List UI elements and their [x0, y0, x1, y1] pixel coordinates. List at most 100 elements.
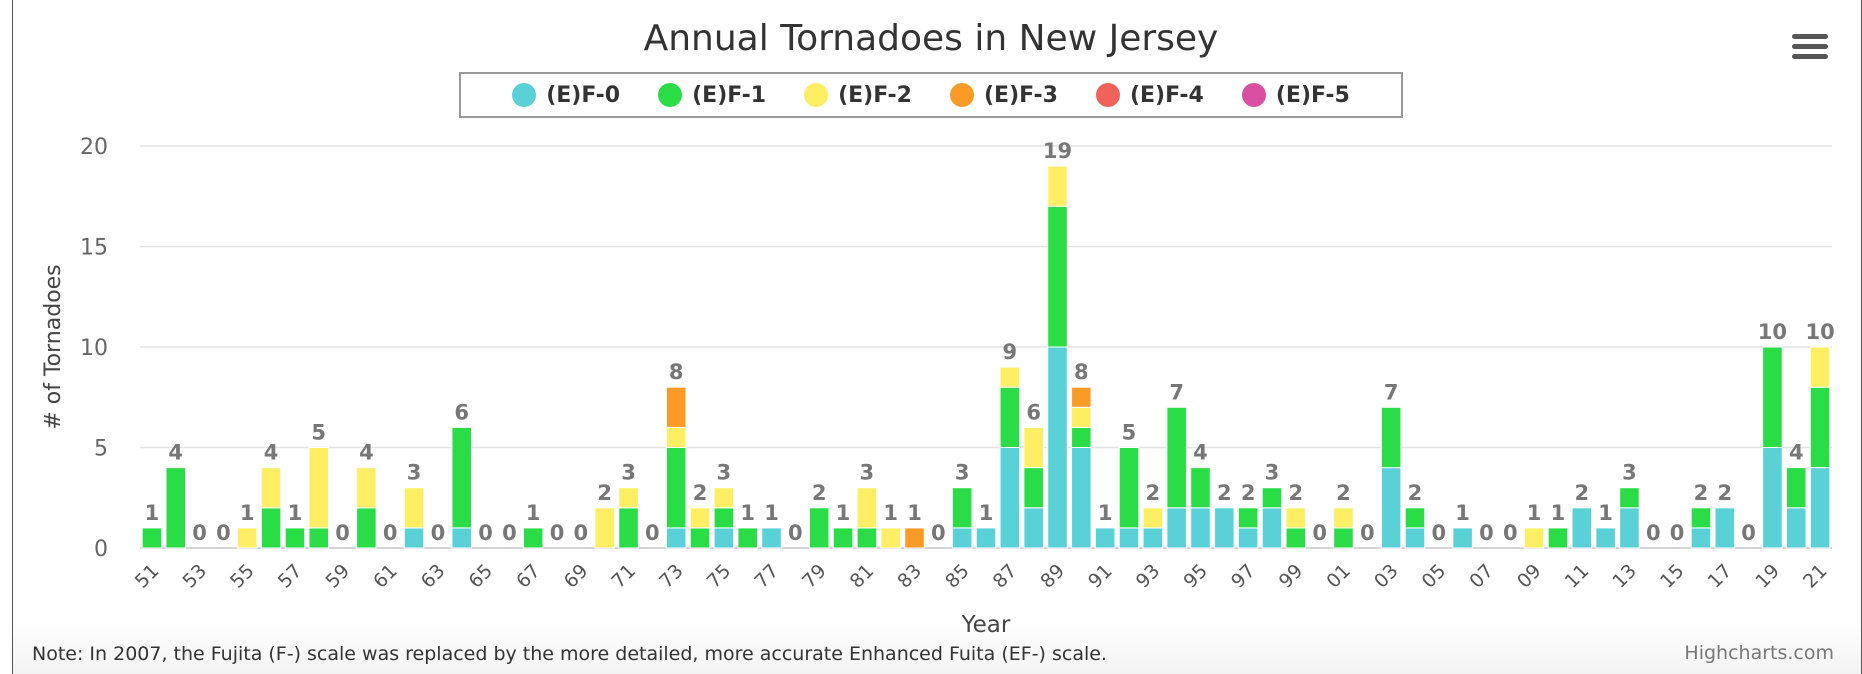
bar-segment [808, 507, 830, 549]
x-tick-label: 69 [560, 560, 593, 593]
data-label: 8 [669, 360, 684, 384]
data-label: 2 [812, 481, 827, 505]
bar-segment [1690, 527, 1712, 549]
data-label: 9 [1003, 340, 1018, 364]
bar-segment [1023, 507, 1044, 549]
bar-segment [1094, 527, 1116, 549]
x-tick-label: 95 [1179, 560, 1212, 593]
legend-label: (E)F-0 [546, 82, 621, 108]
bar-segment [665, 386, 687, 428]
bar-segment [1237, 507, 1259, 529]
chart-legend: (E)F-0 (E)F-1 (E)F-2 (E)F-3 (E)F-4 (E)F-5 [459, 72, 1403, 118]
x-tick-label: 01 [1322, 560, 1355, 593]
credits-link[interactable]: Highcharts.com [1684, 642, 1834, 664]
bar-segment [832, 527, 854, 549]
bar-segment [975, 527, 997, 549]
x-tick-label: 15 [1656, 560, 1689, 593]
bar-segment [308, 447, 330, 529]
bar-segment [999, 386, 1021, 449]
bar-segment [1237, 527, 1259, 549]
legend-label: (E)F-2 [838, 82, 912, 108]
x-tick-label: 73 [655, 560, 688, 593]
legend-item[interactable]: (E)F-2 [804, 83, 912, 108]
data-label: 2 [1288, 481, 1303, 505]
data-label: 10 [1805, 320, 1834, 344]
x-tick-label: 09 [1513, 560, 1546, 593]
data-label: 7 [1169, 380, 1184, 404]
legend-item[interactable]: (E)F-1 [658, 83, 766, 108]
data-label: 3 [717, 461, 732, 485]
legend-item[interactable]: (E)F-5 [1241, 82, 1350, 108]
bar-segment [403, 527, 425, 549]
bar-segment [1785, 507, 1807, 549]
bar-segment [1285, 527, 1307, 549]
legend-item[interactable]: (E)F-0 [512, 83, 620, 108]
bar-segment [951, 527, 973, 549]
data-label: 2 [1217, 481, 1232, 505]
bar-segment [1690, 507, 1712, 529]
data-label: 1 [883, 501, 898, 525]
x-tick-label: 91 [1084, 560, 1117, 593]
x-tick-label: 19 [1751, 560, 1784, 593]
data-label: 0 [335, 521, 350, 545]
chart-note: Note: In 2007, the Fujita (F-) scale was… [32, 643, 1107, 665]
data-label: 3 [860, 461, 875, 485]
legend-marker-icon [1241, 83, 1266, 107]
data-label: 0 [1670, 521, 1685, 545]
x-tick-label: 89 [1036, 560, 1069, 593]
x-tick-label: 93 [1132, 560, 1165, 593]
bar-segment [737, 527, 758, 549]
bar-segment [618, 487, 639, 509]
bar-segment [1142, 527, 1164, 549]
hamburger-menu-icon[interactable] [1792, 34, 1828, 64]
data-label: 0 [1360, 521, 1375, 545]
bar-segment [1762, 447, 1783, 549]
data-label: 0 [1503, 521, 1518, 545]
bar-segment [356, 467, 377, 509]
bar-segment [1714, 507, 1736, 549]
bar-segment [1785, 467, 1807, 509]
data-label: 1 [1455, 501, 1470, 525]
legend-marker-icon [658, 83, 683, 107]
bar-segment [1261, 487, 1283, 509]
legend-marker-icon [1095, 83, 1120, 107]
x-tick-label: 61 [369, 560, 402, 593]
data-label: 1 [526, 501, 541, 525]
data-label: 2 [1336, 481, 1351, 505]
data-label: 1 [740, 501, 755, 525]
bar-segment [165, 467, 187, 549]
y-axis-title: # of Tornadoes [41, 264, 66, 429]
x-tick-label: 99 [1275, 560, 1308, 593]
legend-item[interactable]: (E)F-4 [1095, 83, 1204, 108]
data-label: 5 [1122, 421, 1137, 445]
bar-segment [1595, 527, 1616, 549]
data-label: 0 [383, 521, 398, 545]
bar-segment [1809, 346, 1831, 388]
bar-segment [618, 507, 639, 549]
bar-segment [1333, 527, 1354, 549]
bar-segment [260, 467, 282, 509]
data-label: 1 [240, 501, 255, 525]
data-label: 0 [574, 521, 589, 545]
y-tick-label: 10 [80, 336, 108, 361]
x-tick-label: 05 [1418, 560, 1451, 593]
bar-segment [689, 527, 711, 549]
data-label: 3 [1622, 461, 1637, 485]
legend-item[interactable]: (E)F-3 [950, 83, 1058, 108]
bar-segment [1404, 527, 1426, 549]
bar-segment [856, 527, 878, 549]
data-label: 1 [907, 501, 922, 525]
bar-segment [1261, 507, 1283, 549]
data-label: 0 [1312, 521, 1327, 545]
x-tick-label: 13 [1608, 560, 1641, 593]
legend-label: (E)F-5 [1275, 82, 1350, 108]
data-label: 6 [454, 400, 469, 424]
bar-segment [1071, 447, 1092, 549]
legend-marker-icon [512, 83, 537, 107]
data-label: 2 [1574, 481, 1589, 505]
data-label: 3 [407, 461, 422, 485]
data-label: 2 [1694, 481, 1709, 505]
data-label: 0 [502, 521, 517, 545]
bar-segment [1809, 386, 1831, 469]
data-label: 4 [359, 441, 374, 465]
